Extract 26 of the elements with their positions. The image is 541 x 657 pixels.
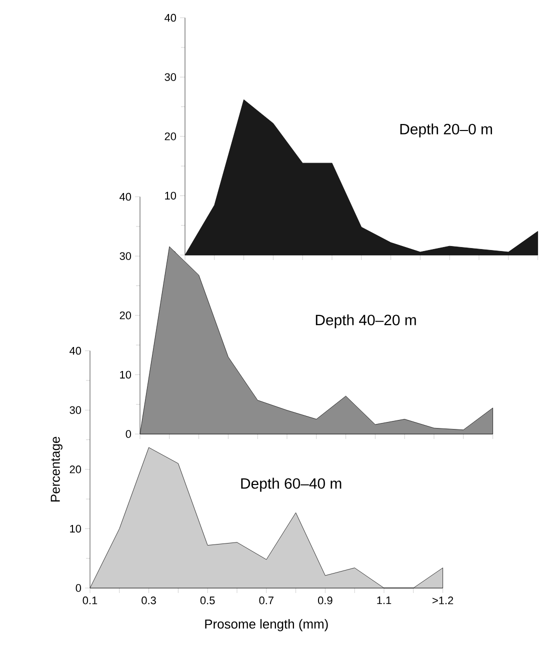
x-tick-label: >1.2 bbox=[432, 596, 454, 604]
text: Depth 60–40 m bbox=[241, 478, 342, 492]
y-tick-label: 40 bbox=[70, 346, 82, 355]
y-axis-title: Percentage bbox=[50, 436, 62, 502]
y-tick-label: 0 bbox=[126, 430, 132, 438]
x-axis-title: Prosome length (mm) bbox=[205, 619, 328, 632]
text: Depth 20–0 m bbox=[400, 123, 492, 138]
text: Depth 40–20 m bbox=[316, 314, 416, 328]
x-tick-label: 0.1 bbox=[82, 596, 98, 604]
x-tick-label: 0.7 bbox=[259, 596, 274, 604]
y-tick-label: 10 bbox=[165, 192, 176, 200]
y-tick-label: 30 bbox=[120, 252, 132, 260]
x-tick-label: 1.1 bbox=[377, 596, 392, 604]
x-tick-label: 0.9 bbox=[318, 596, 332, 604]
y-tick-label: 10 bbox=[120, 370, 132, 379]
y-tick-label: 10 bbox=[70, 524, 82, 533]
y-tick-label: 40 bbox=[120, 192, 132, 201]
y-tick-label: 20 bbox=[164, 132, 176, 140]
y-tick-label: 30 bbox=[70, 406, 82, 414]
x-tick-label: 0.5 bbox=[200, 596, 215, 604]
y-tick-label: 40 bbox=[164, 14, 176, 22]
y-tick-label: 20 bbox=[70, 466, 82, 474]
y-tick-label: 0 bbox=[76, 584, 82, 592]
y-tick-label: 20 bbox=[120, 312, 132, 320]
x-tick-label: 0.3 bbox=[142, 596, 156, 604]
y-tick-label: 30 bbox=[164, 73, 176, 81]
